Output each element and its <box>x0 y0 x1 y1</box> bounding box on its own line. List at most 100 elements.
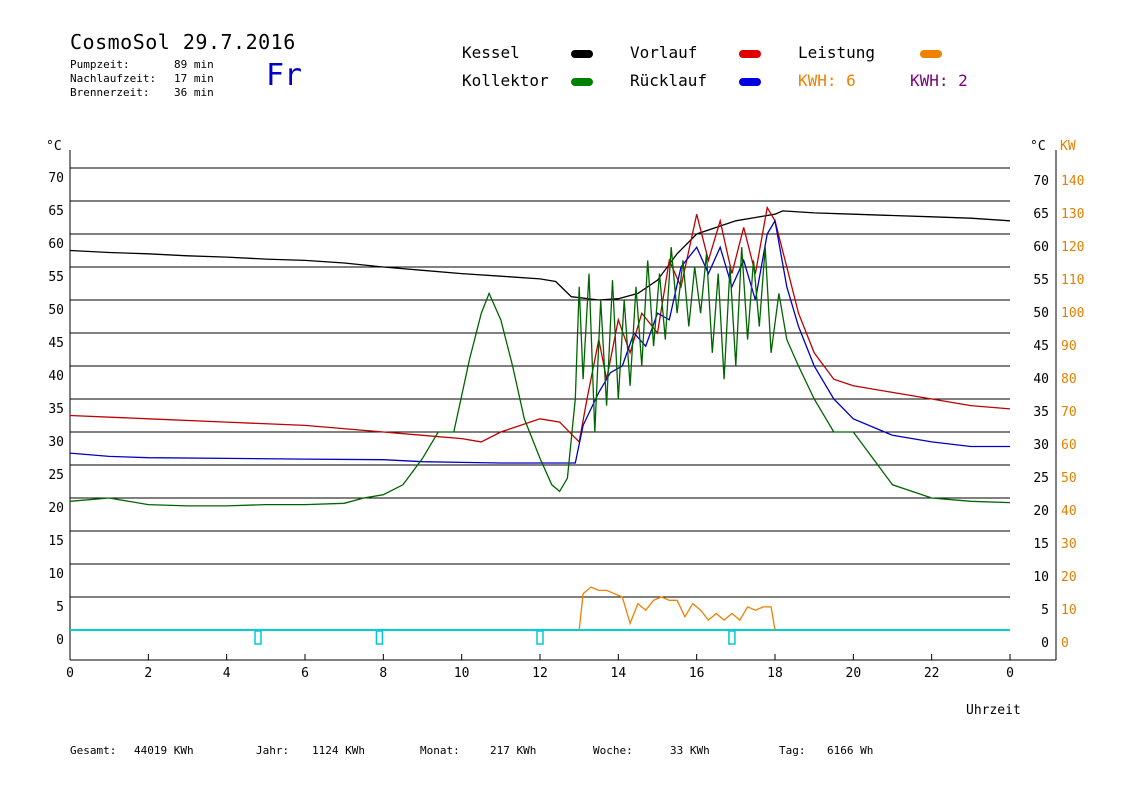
legend-label-vorlauf: Vorlauf <box>630 43 698 62</box>
event-marker <box>375 630 384 645</box>
stat-value: 36 min <box>174 86 214 99</box>
day-value: 6166 Wh <box>827 744 874 757</box>
x-tick-label: 4 <box>223 666 231 681</box>
y2-tick-label-right: 80 <box>1061 372 1077 387</box>
legend-label-ruecklauf: Rücklauf <box>630 71 708 90</box>
y-tick-label-left: 25 <box>48 468 64 483</box>
y2-tick-label-right: 20 <box>1061 570 1077 585</box>
y2-axis-label-right: KW <box>1060 139 1076 154</box>
x-tick-label: 20 <box>846 666 862 681</box>
x-tick-label: 16 <box>689 666 705 681</box>
series-line-leistung <box>578 586 776 631</box>
y-tick-label-left: 30 <box>48 435 64 450</box>
y2-tick-label-right: 30 <box>1061 537 1077 552</box>
stat-label: Pumpzeit: <box>70 58 130 71</box>
event-markers <box>254 630 736 645</box>
y-tick-label-right: 20 <box>1033 504 1049 519</box>
series-line-kollektor <box>69 247 1011 507</box>
data-series <box>69 205 1011 631</box>
y2-tick-label-right: 0 <box>1061 636 1069 651</box>
x-tick-label: 0 <box>1006 666 1014 681</box>
y2-tick-label-right: 70 <box>1061 405 1077 420</box>
x-axis-label: Uhrzeit <box>966 703 1021 718</box>
axes <box>69 150 1057 661</box>
y-tick-label-right: 65 <box>1033 207 1049 222</box>
kwh-purple-label: KWH: 2 <box>910 71 968 90</box>
y-tick-label-right: 50 <box>1033 306 1049 321</box>
y-tick-label-right: 0 <box>1041 636 1049 651</box>
y-tick-label-right: 45 <box>1033 339 1049 354</box>
stat-label: Nachlaufzeit: <box>70 72 157 85</box>
y-axis-label-right: °C <box>1030 139 1046 154</box>
stat-value: 89 min <box>174 58 214 71</box>
y-tick-label-right: 25 <box>1033 471 1049 486</box>
y2-tick-label-right: 120 <box>1061 240 1084 255</box>
stat-value: 17 min <box>174 72 214 85</box>
y2-tick-label-right: 100 <box>1061 306 1084 321</box>
total-label: Gesamt: <box>70 744 117 757</box>
y-tick-label-left: 70 <box>48 171 64 186</box>
day-label: Tag: <box>779 744 806 757</box>
y-tick-label-right: 5 <box>1041 603 1049 618</box>
x-tick-label: 6 <box>301 666 309 681</box>
y-tick-label-right: 30 <box>1033 438 1049 453</box>
y-tick-label-right: 10 <box>1033 570 1049 585</box>
y-tick-label-left: 55 <box>48 270 64 285</box>
y-tick-label-left: 20 <box>48 501 64 516</box>
y-tick-label-right: 70 <box>1033 174 1049 189</box>
x-tick-label: 22 <box>924 666 940 681</box>
week-value: 33 KWh <box>670 744 710 757</box>
series-line-ruecklauf <box>69 218 1010 464</box>
y2-tick-label-right: 110 <box>1061 273 1084 288</box>
series-line-kessel <box>69 210 1011 301</box>
year-label: Jahr: <box>256 744 290 757</box>
event-marker <box>254 630 262 645</box>
legend-swatch-leistung <box>920 50 942 58</box>
legend-label-kollektor: Kollektor <box>462 71 549 90</box>
x-tick-label: 10 <box>454 666 470 681</box>
weekday-label: Fr <box>266 58 303 93</box>
x-tick-label: 0 <box>66 666 74 681</box>
total-value: 44019 KWh <box>134 744 194 757</box>
y2-tick-label-right: 130 <box>1061 207 1084 222</box>
y-tick-label-left: 15 <box>48 534 64 549</box>
page-title: CosmoSol 29.7.2016 <box>70 30 296 54</box>
grid-lines <box>70 167 1010 598</box>
x-tick-label: 18 <box>767 666 783 681</box>
y2-tick-label-right: 60 <box>1061 438 1077 453</box>
event-marker <box>536 630 544 645</box>
month-value: 217 KWh <box>490 744 537 757</box>
x-tick-label: 14 <box>611 666 627 681</box>
y-tick-label-left: 45 <box>48 336 64 351</box>
y2-tick-label-right: 50 <box>1061 471 1077 486</box>
y2-tick-label-right: 40 <box>1061 504 1077 519</box>
month-label: Monat: <box>420 744 460 757</box>
series-line-vorlauf <box>69 205 1011 444</box>
y2-tick-label-right: 140 <box>1061 174 1084 189</box>
y-tick-label-left: 40 <box>48 369 64 384</box>
legend-swatch-kessel <box>571 50 593 58</box>
y-tick-label-right: 60 <box>1033 240 1049 255</box>
y2-tick-label-right: 10 <box>1061 603 1077 618</box>
event-marker <box>728 630 736 645</box>
y-tick-label-left: 35 <box>48 402 64 417</box>
y-tick-label-left: 60 <box>48 237 64 252</box>
x-tick-label: 12 <box>532 666 548 681</box>
y-tick-label-right: 55 <box>1033 273 1049 288</box>
year-value: 1124 KWh <box>312 744 365 757</box>
legend-swatch-kollektor <box>571 78 593 86</box>
y-tick-label-left: 65 <box>48 204 64 219</box>
y-tick-label-left: 0 <box>56 633 64 648</box>
legend-swatch-vorlauf <box>739 50 761 58</box>
stat-label: Brennerzeit: <box>70 86 150 99</box>
y2-tick-label-right: 90 <box>1061 339 1077 354</box>
y-tick-label-left: 50 <box>48 303 64 318</box>
y-tick-label-right: 15 <box>1033 537 1049 552</box>
legend-label-leistung: Leistung <box>798 43 876 62</box>
y-axis-label-left: °C <box>46 139 62 154</box>
x-tick-label: 8 <box>379 666 387 681</box>
y-tick-label-left: 10 <box>48 567 64 582</box>
x-tick-label: 2 <box>144 666 152 681</box>
